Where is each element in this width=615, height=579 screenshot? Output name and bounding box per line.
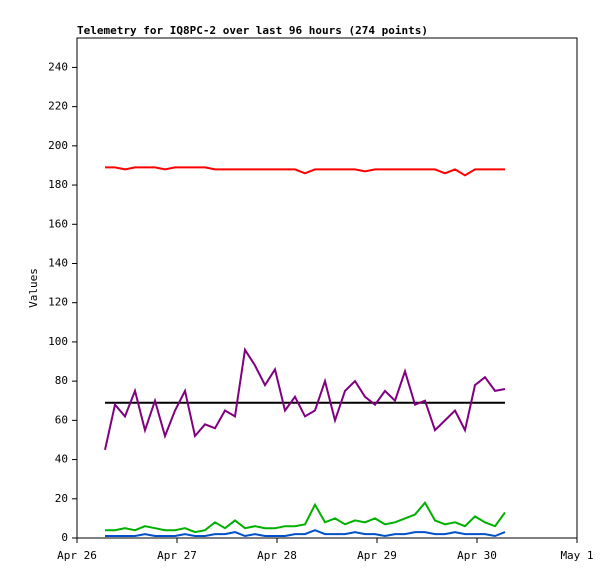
y-tick-label: 100 [48, 335, 68, 348]
y-tick-label: 200 [48, 139, 68, 152]
y-tick-label: 20 [55, 492, 68, 505]
x-tick-label: Apr 29 [357, 549, 397, 562]
y-tick-label: 220 [48, 100, 68, 113]
x-tick-label: Apr 30 [457, 549, 497, 562]
series-line [104, 347, 506, 451]
y-tick-label: 240 [48, 60, 68, 73]
x-tick-label: May 1 [560, 549, 593, 562]
chart-title: Telemetry for IQ8PC-2 over last 96 hours… [77, 24, 428, 37]
y-tick-label: 160 [48, 217, 68, 230]
x-tick-label: Apr 28 [257, 549, 297, 562]
y-tick-label: 0 [61, 531, 68, 544]
y-tick-label: 60 [55, 413, 68, 426]
series-line [105, 500, 506, 534]
y-tick-label: 40 [55, 453, 68, 466]
series-line [105, 529, 506, 538]
plot-frame [76, 37, 578, 539]
x-tick-label: Apr 27 [157, 549, 197, 562]
x-tick-label: Apr 26 [57, 549, 97, 562]
y-tick-label: 140 [48, 256, 68, 269]
y-tick-label: 80 [55, 374, 68, 387]
y-tick-label: 180 [48, 178, 68, 191]
y-tick-label: 120 [48, 296, 68, 309]
y-axis-label: Values [27, 268, 40, 308]
series-line [105, 166, 505, 177]
